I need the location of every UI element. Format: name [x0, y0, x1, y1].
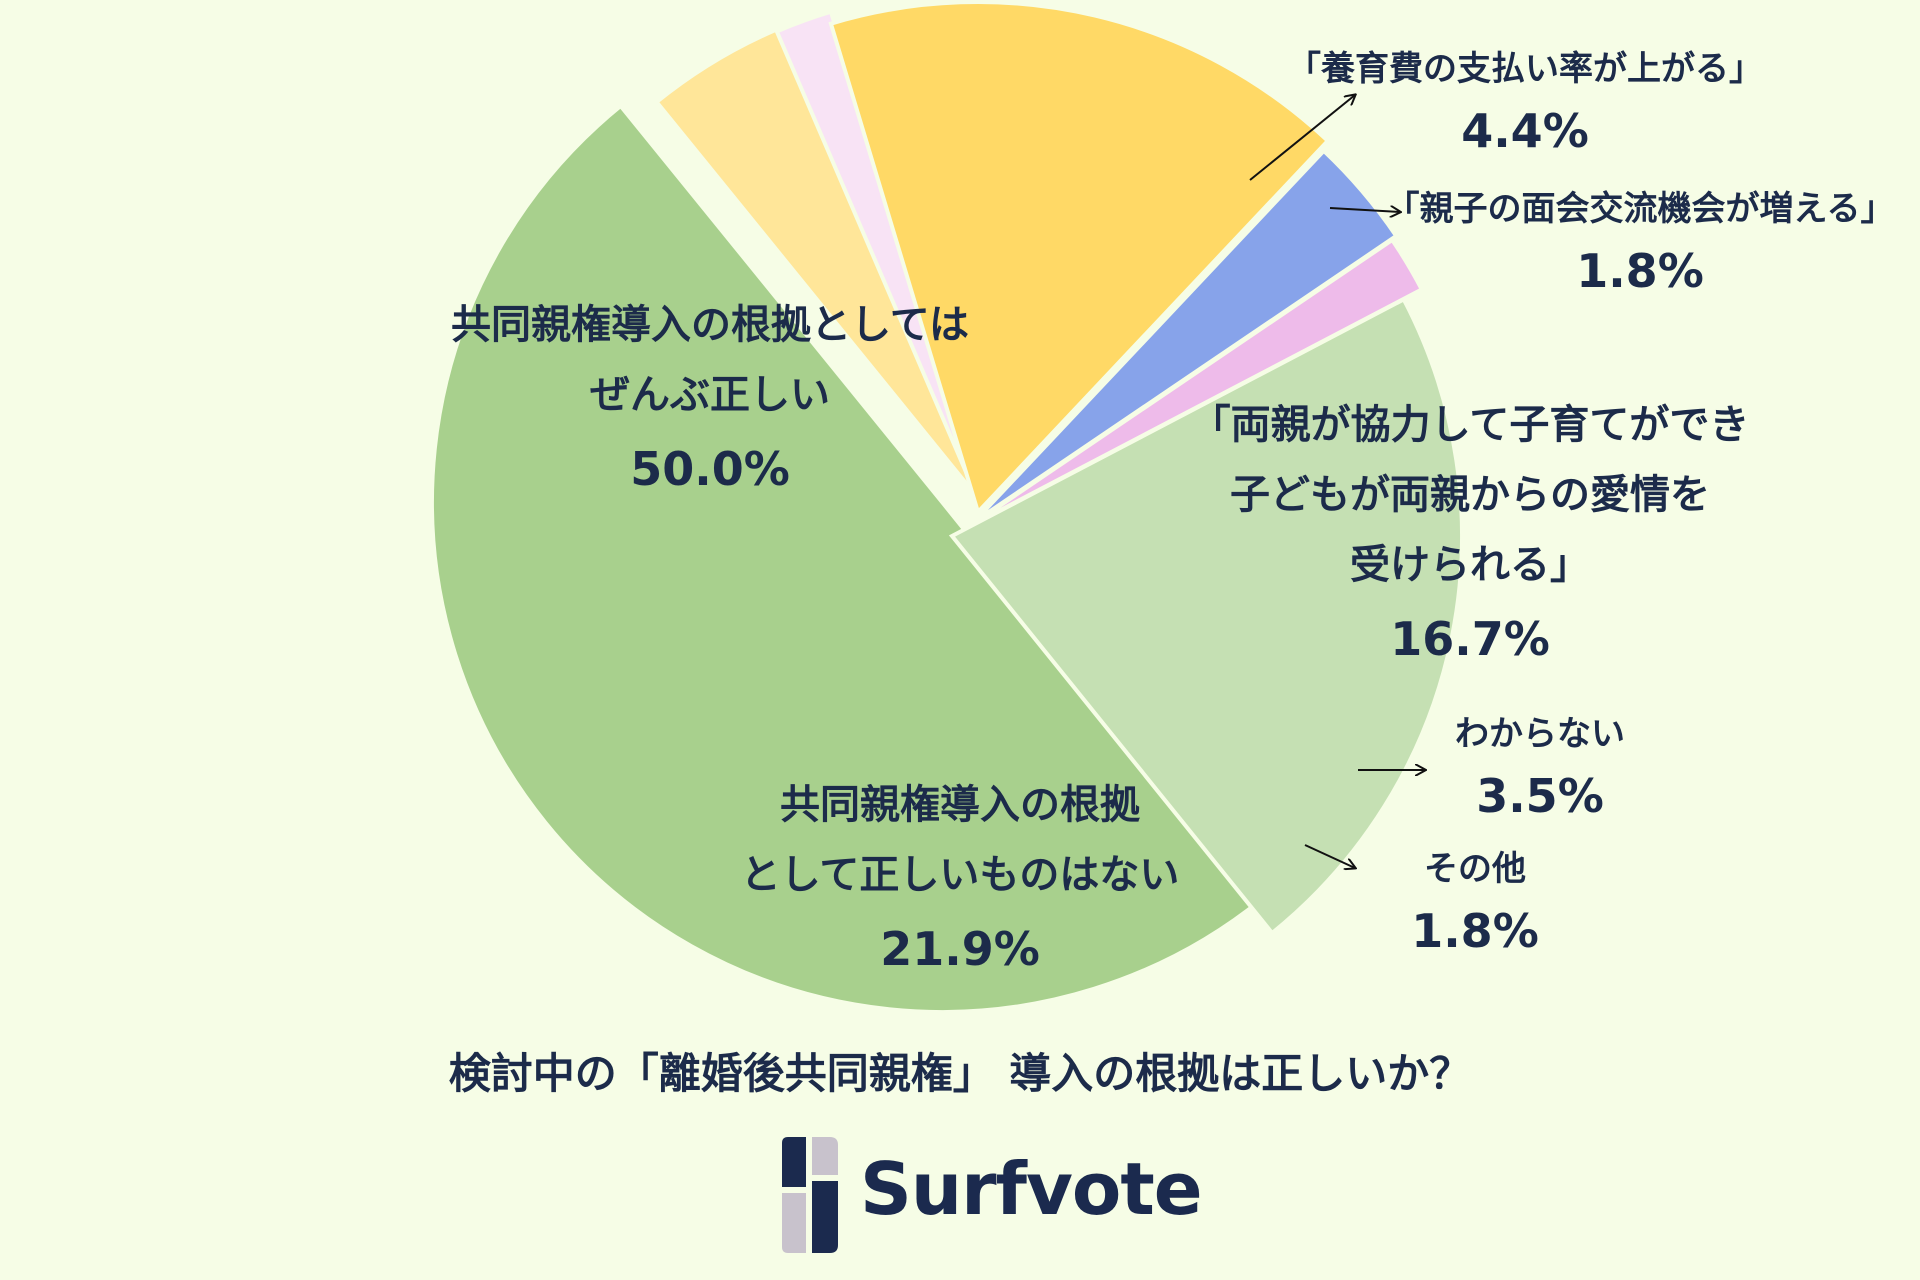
slice-value-label: 4.4% [1461, 104, 1589, 158]
slice-value-label: 21.9% [880, 922, 1040, 976]
slice-label-text: その他 [1424, 849, 1526, 889]
slice-label-2: 「親子の面会交流機会が増える」 1.8% [1240, 180, 1920, 300]
pie-slice-5 [968, 237, 1425, 528]
pie-slice-3 [828, 0, 1331, 516]
slice-value-label: 50.0% [630, 442, 790, 496]
leader-arrow-3 [1304, 844, 1355, 868]
slice-label-text: 「親子の面会交流機会が増える」 [1385, 189, 1895, 229]
slice-value-label: 1.8% [1411, 904, 1539, 958]
slice-label-4: わからない 3.5% [1140, 705, 1920, 825]
slice-label-0: 共同親権導入の根拠としては ぜんぶ正しい 50.0% [310, 290, 1110, 504]
pie-slice-4 [972, 147, 1400, 524]
slice-label-3: 「両親が協力して子育てができ 子どもが両親からの愛情を 受けられる」 16.7% [1070, 390, 1870, 674]
slice-value-label: 1.8% [1576, 244, 1704, 298]
pie-slice-0 [430, 103, 1265, 1014]
slice-label-text: わからない [1455, 714, 1625, 754]
slice-value-label: 3.5% [1476, 769, 1604, 823]
pie-slice-2 [774, 9, 980, 501]
leader-arrows [1249, 95, 1425, 868]
slice-label-6: 共同親権導入の根拠 として正しいものはない 21.9% [560, 770, 1360, 984]
surfvote-logo-icon [782, 1137, 838, 1253]
slice-value-label: 16.7% [1390, 612, 1550, 666]
slice-label-text: 受けられる」 [1350, 542, 1590, 588]
slice-label-text: 共同親権導入の根拠 [780, 782, 1140, 828]
slice-label-1: 「養育費の支払い率が上がる」 4.4% [1125, 40, 1920, 160]
leader-arrow-0 [1249, 95, 1355, 181]
surfvote-wordmark: Surfvote [860, 1147, 1203, 1231]
slice-label-text: ぜんぶ正しい [590, 372, 830, 418]
pie-slice-6 [948, 296, 1464, 936]
leader-arrow-1 [1329, 208, 1400, 212]
surfvote-logo: Surfvote [770, 1135, 1203, 1255]
slice-label-text: 共同親権導入の根拠としては [451, 302, 969, 348]
slice-label-text: 子どもが両親からの愛情を [1230, 472, 1710, 518]
slice-label-text: として正しいものはない [740, 852, 1180, 898]
slice-label-text: 「両親が協力して子育てができ [1190, 402, 1750, 448]
slice-label-5: その他 1.8% [1075, 840, 1875, 960]
chart-title: 検討中の「離婚後共同親権」 導入の根拠は正しいか？ [448, 1049, 1472, 1098]
slice-label-text: 「養育費の支払い率が上がる」 [1287, 49, 1763, 89]
pie-slices [430, 0, 1464, 1014]
